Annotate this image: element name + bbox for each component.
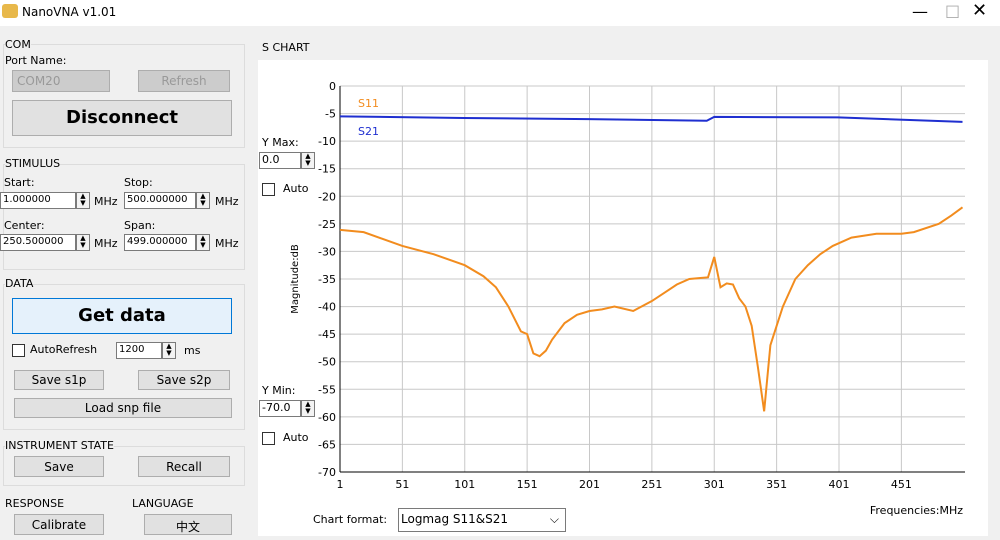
y-tick-label: -25 [318, 218, 336, 231]
save-s1p-button[interactable]: Save s1p [14, 370, 104, 390]
unit: MHz [215, 195, 239, 208]
group-title: STIMULUS [5, 157, 61, 170]
x-tick-label: 51 [395, 478, 409, 491]
x-tick-label: 351 [766, 478, 787, 491]
x-tick-label: 1 [337, 478, 344, 491]
y-tick-label: -5 [325, 108, 336, 121]
unit: MHz [215, 237, 239, 250]
stimulus-group [3, 164, 245, 270]
disconnect-button[interactable]: Disconnect [12, 100, 232, 136]
get-data-button[interactable]: Get data [12, 298, 232, 334]
ymax-input[interactable]: 0.0 [259, 152, 301, 169]
spinner[interactable]: ▲ ▼ [196, 234, 210, 251]
app-icon [2, 4, 18, 18]
x-tick-label: 401 [829, 478, 850, 491]
x-tick-label: 201 [579, 478, 600, 491]
group-title: DATA [5, 277, 34, 290]
group-title: LANGUAGE [132, 497, 194, 510]
y-tick-label: 0 [329, 80, 336, 93]
legend-entry: S21 [358, 125, 379, 138]
y-axis-label: Magnitude:dB [290, 244, 301, 314]
combo-arrow: ⌵ [549, 512, 559, 526]
ymin-input[interactable]: -70.0 [259, 400, 301, 417]
unit: MHz [94, 195, 118, 208]
series-line [339, 115, 963, 123]
title-bar [0, 0, 1000, 26]
x-axis-label: Frequencies:MHz [870, 504, 963, 517]
group-title: INSTRUMENT STATE [5, 439, 114, 452]
recall-button[interactable]: Recall [138, 456, 230, 477]
x-tick-label: 151 [517, 478, 538, 491]
label: Center: [4, 219, 45, 232]
y-tick-label: -45 [318, 328, 336, 341]
combo-text: Logmag S11&S21 [401, 512, 509, 526]
spinner[interactable]: ▲ ▼ [301, 152, 315, 169]
x-tick-label: 251 [641, 478, 662, 491]
y-tick-label: -30 [318, 245, 336, 258]
y-tick-label: -10 [318, 135, 336, 148]
label: Auto [283, 431, 309, 444]
window-title: NanoVNA v1.01 [22, 5, 117, 19]
load-snp-button[interactable]: Load snp file [14, 398, 232, 418]
start-input[interactable]: 1.000000 [0, 192, 76, 209]
y-tick-label: -15 [318, 163, 336, 176]
x-tick-label: 101 [454, 478, 475, 491]
center-input[interactable]: 250.500000 [0, 234, 76, 251]
span-input[interactable]: 499.000000 [124, 234, 196, 251]
maximize[interactable]: □ [945, 1, 961, 20]
close[interactable]: ✕ [972, 0, 988, 21]
chart-panel [258, 60, 988, 536]
port-combo[interactable]: COM20 [12, 70, 110, 92]
unit: ms [184, 344, 201, 357]
series-line [339, 206, 964, 412]
label: Stop: [124, 176, 153, 189]
y-tick-label: -60 [318, 411, 336, 424]
language-button[interactable]: 中文 [144, 514, 232, 535]
checkbox[interactable] [12, 344, 25, 357]
y-tick-label: -55 [318, 383, 336, 396]
label: Y Max: [262, 136, 299, 149]
save-s2p-button[interactable]: Save s2p [138, 370, 230, 390]
y-tick-label: -40 [318, 301, 336, 314]
calibrate-button[interactable]: Calibrate [14, 514, 104, 535]
x-tick-label: 301 [704, 478, 725, 491]
spinner[interactable]: ▲ ▼ [196, 192, 210, 209]
y-tick-label: -70 [318, 466, 336, 479]
save-button[interactable]: Save [14, 456, 104, 477]
legend-entry: S11 [358, 97, 379, 110]
unit: MHz [94, 237, 118, 250]
y-tick-label: -20 [318, 190, 336, 203]
label: Port Name: [5, 54, 67, 67]
label: Y Min: [262, 384, 296, 397]
spinner[interactable]: ▲ ▼ [76, 234, 90, 251]
group-title: RESPONSE [5, 497, 65, 510]
y-tick-label: -50 [318, 356, 336, 369]
interval-input[interactable]: 1200 [116, 342, 162, 359]
spinner[interactable]: ▲ ▼ [76, 192, 90, 209]
spinner[interactable]: ▲ ▼ [301, 400, 315, 417]
format-combo[interactable]: Logmag S11&S21 ⌵ [398, 508, 566, 532]
instrument-group [3, 446, 245, 486]
y-tick-label: -65 [318, 438, 336, 451]
stop-input[interactable]: 500.000000 [124, 192, 196, 209]
data-group [3, 284, 245, 430]
refresh-button[interactable]: Refresh [138, 70, 230, 92]
x-tick-label: 451 [891, 478, 912, 491]
label: AutoRefresh [30, 343, 98, 356]
minimize[interactable]: — [912, 2, 928, 21]
checkbox[interactable] [262, 183, 275, 196]
label: Span: [124, 219, 156, 232]
group-title: S CHART [262, 41, 310, 54]
label: Chart format: [313, 513, 388, 526]
y-tick-label: -35 [318, 273, 336, 286]
label: Start: [4, 176, 35, 189]
group-title: COM [5, 38, 31, 51]
chart: 0 -5 -10 -15 -20 -25 -30 -35 -40 -45 -50 -55 -60 -65 -… [290, 80, 965, 517]
spinner[interactable]: ▲ ▼ [162, 342, 176, 359]
com-group [3, 44, 245, 148]
label: Auto [283, 182, 309, 195]
checkbox[interactable] [262, 432, 275, 445]
